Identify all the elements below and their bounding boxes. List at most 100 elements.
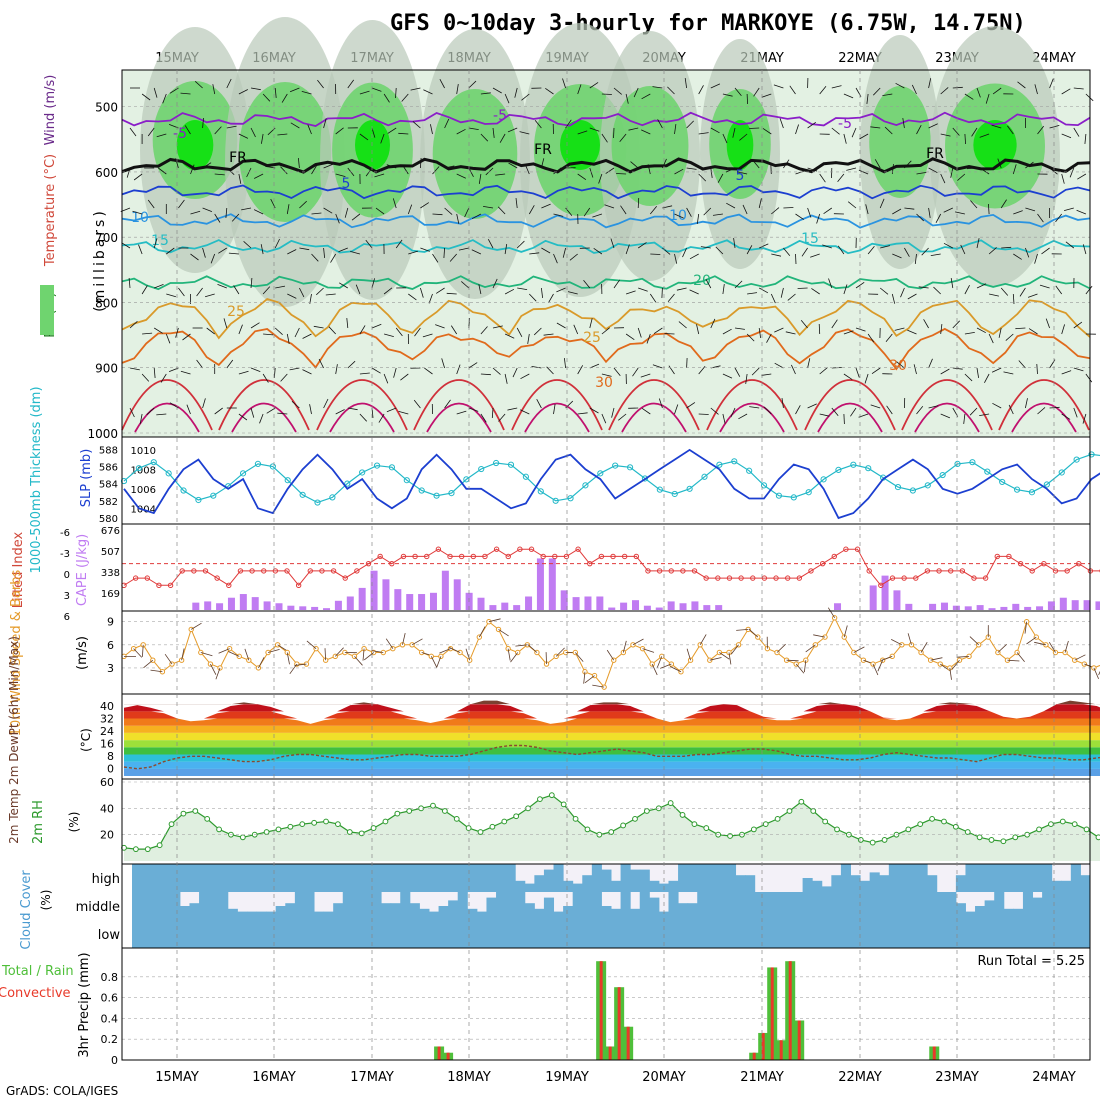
wind-barb: [831, 85, 842, 89]
wind-barb: [698, 413, 709, 415]
li-point: [319, 568, 325, 574]
wind-barb: [444, 399, 451, 409]
isotherm-5: [121, 184, 1091, 200]
temp-band: [124, 754, 1100, 762]
wind-barb: [583, 279, 591, 289]
rh-blob-bright: [973, 120, 1017, 170]
cloud-cell: [994, 920, 1005, 948]
cloud-cell: [237, 911, 248, 920]
wind-barb: [543, 333, 554, 336]
isotherm-40: [621, 402, 687, 433]
wind-barb: [380, 133, 385, 144]
wind-barb: [914, 253, 917, 264]
wind-barb: [541, 287, 543, 298]
cloud-cell: [658, 911, 669, 920]
cape-bar: [406, 594, 414, 610]
wind-barb: [158, 167, 167, 175]
wind-barb: [260, 244, 264, 255]
wind-barb: [311, 165, 318, 175]
wind-barb: [843, 373, 853, 380]
wind-barb: [1000, 287, 1009, 296]
rh2m-point: [287, 823, 294, 830]
wind-barb: [142, 332, 153, 335]
wind-barb: [710, 407, 719, 415]
wind-barb: [882, 93, 893, 96]
contour-label: 25: [583, 330, 601, 346]
wind-barb: [880, 245, 890, 249]
wind-barb-10m: [907, 633, 912, 645]
wind-barb: [969, 407, 978, 416]
wind-barb: [241, 207, 252, 211]
cloud-cell: [907, 920, 919, 948]
wind-barb: [577, 130, 588, 135]
wind-barb: [355, 284, 361, 295]
wind-barb: [428, 293, 433, 304]
wind-barb: [1076, 209, 1087, 215]
wind-barb: [573, 324, 579, 335]
wind-barb: [180, 370, 191, 375]
cloud-cell: [591, 920, 602, 948]
rh2m-point: [263, 829, 270, 835]
wind-barb: [816, 213, 821, 224]
wind-barb: [667, 293, 675, 302]
wind-barb: [218, 247, 228, 254]
cloud-cell: [898, 892, 909, 920]
cape-bar: [1012, 603, 1020, 610]
wind-barb: [1065, 241, 1075, 249]
rh2m-tick: 40: [100, 802, 114, 815]
slp-tick: 1006: [131, 485, 156, 496]
wind-barb-10m: [969, 636, 979, 646]
wind-barb: [338, 282, 349, 289]
wind-barb: [1008, 404, 1014, 415]
wind-barb-10m: [776, 643, 786, 653]
wind-barb: [261, 133, 264, 144]
wind-barb: [141, 373, 150, 382]
wind-barb: [146, 407, 155, 415]
wind-barb: [525, 164, 530, 175]
thickness-point: [493, 459, 500, 467]
wind-barb: [517, 287, 528, 290]
wind-barb: [831, 407, 839, 416]
isotherm-40: [1011, 402, 1077, 433]
cloud-cell: [725, 920, 737, 948]
thickness-point: [790, 494, 797, 501]
wind-barb: [206, 327, 215, 335]
cape-bar: [192, 602, 200, 610]
li-point: [249, 568, 255, 574]
wind-barb: [180, 92, 191, 95]
wind-barb: [328, 326, 336, 335]
cloud-cell: [314, 920, 325, 948]
li-point: [389, 560, 395, 567]
wind-barb: [850, 407, 857, 417]
rh2m-point: [620, 822, 627, 829]
cape-bar: [453, 579, 461, 610]
wind-barb: [313, 325, 324, 329]
wind-barb: [696, 324, 700, 335]
wind-barb: [330, 253, 337, 263]
wind-barb-10m: [699, 634, 707, 646]
wind-barb-10m: [215, 667, 221, 680]
wind-barb: [386, 164, 397, 169]
cloud-cell: [227, 864, 238, 892]
wind-barb: [686, 357, 688, 369]
rh2m-point: [572, 815, 579, 822]
cloud-cell: [745, 875, 756, 892]
cape-bar: [1095, 601, 1100, 610]
wind-barb-10m: [228, 651, 240, 657]
wind-barb: [153, 327, 163, 334]
wind-barb: [698, 173, 707, 182]
cloud-cell: [1032, 864, 1043, 892]
wind-barb: [214, 407, 223, 415]
contour-label: 15: [151, 233, 169, 249]
cape-bar: [275, 603, 283, 610]
wind-barb: [963, 413, 966, 424]
cloud-cell: [524, 903, 535, 920]
wind-barb: [783, 207, 794, 209]
thickness-point: [373, 462, 381, 469]
cloud-cell: [179, 864, 190, 892]
wind-barb: [238, 370, 249, 375]
cloud-cell: [505, 920, 516, 948]
wind-barb: [657, 119, 663, 129]
cloud-cell: [725, 892, 737, 920]
wind-barb: [485, 167, 494, 176]
